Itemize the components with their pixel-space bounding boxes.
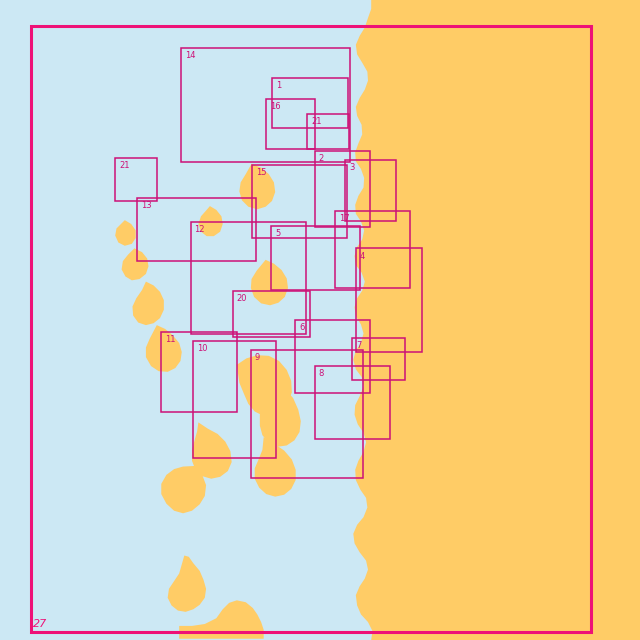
Text: 14: 14 (185, 51, 195, 60)
Bar (233, 291, 310, 337)
Text: 3: 3 (349, 163, 354, 172)
Bar (191, 222, 306, 334)
Polygon shape (179, 600, 264, 639)
Bar (345, 160, 396, 221)
Bar (307, 114, 349, 149)
Text: 16: 16 (270, 102, 281, 111)
Text: 15: 15 (256, 168, 266, 177)
Text: 9: 9 (255, 353, 260, 362)
Bar (315, 366, 390, 439)
Polygon shape (239, 164, 275, 209)
Text: 5: 5 (275, 229, 280, 238)
Polygon shape (251, 260, 288, 305)
Text: 1: 1 (276, 81, 281, 90)
Bar (272, 78, 348, 128)
Bar (251, 350, 363, 478)
Polygon shape (255, 437, 296, 497)
Bar (31, 26, 591, 632)
Text: 21: 21 (311, 117, 321, 126)
Polygon shape (353, 0, 640, 640)
Polygon shape (146, 325, 182, 372)
Bar (181, 48, 350, 162)
Bar (356, 248, 422, 352)
Text: 11: 11 (165, 335, 175, 344)
Text: 6: 6 (299, 323, 304, 332)
Text: 12: 12 (195, 225, 205, 234)
Bar (295, 320, 370, 393)
Bar (252, 165, 347, 238)
Polygon shape (122, 248, 148, 280)
Text: 21: 21 (119, 161, 129, 170)
Bar (271, 226, 360, 290)
Polygon shape (192, 422, 232, 479)
Polygon shape (237, 355, 292, 416)
Bar (352, 338, 405, 380)
Text: 2: 2 (319, 154, 324, 163)
Text: 10: 10 (197, 344, 207, 353)
Bar (266, 99, 315, 149)
Bar (315, 151, 370, 227)
Bar (595, 0, 640, 640)
Polygon shape (161, 466, 206, 513)
Bar (115, 158, 157, 201)
Text: 17: 17 (339, 214, 350, 223)
Polygon shape (115, 220, 136, 246)
Text: 7: 7 (356, 341, 361, 350)
Text: 13: 13 (141, 201, 152, 210)
Bar (137, 198, 256, 261)
Text: 20: 20 (237, 294, 247, 303)
Polygon shape (260, 381, 301, 447)
Text: 27: 27 (33, 619, 47, 628)
Polygon shape (132, 282, 164, 325)
Text: 4: 4 (360, 252, 365, 260)
Text: 8: 8 (319, 369, 324, 378)
Bar (161, 332, 237, 412)
Bar (193, 341, 276, 458)
Bar (335, 211, 410, 288)
Polygon shape (198, 206, 223, 236)
Polygon shape (168, 556, 206, 612)
